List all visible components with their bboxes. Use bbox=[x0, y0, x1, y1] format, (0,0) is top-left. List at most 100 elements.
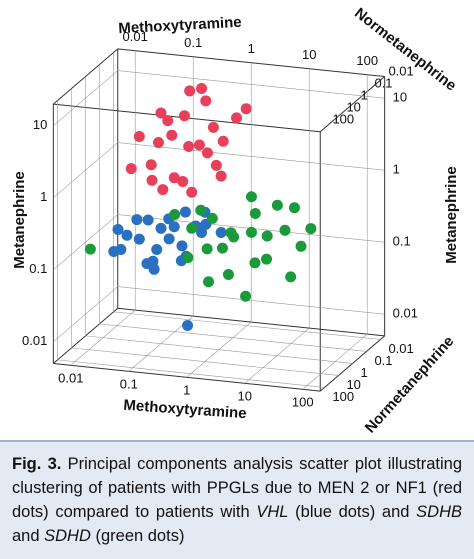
x-tick-label: 10 bbox=[302, 47, 316, 62]
point bbox=[176, 240, 188, 252]
point bbox=[216, 242, 228, 254]
y-axis-title: Metanephrine bbox=[443, 166, 460, 264]
z-tick-label: 0.01 bbox=[388, 64, 413, 79]
point bbox=[178, 110, 190, 122]
point bbox=[148, 263, 160, 275]
point bbox=[217, 135, 229, 147]
point bbox=[146, 174, 158, 186]
x-axis-title: Methoxytyramine bbox=[123, 397, 247, 423]
point bbox=[184, 85, 196, 97]
point bbox=[245, 191, 257, 203]
point bbox=[249, 207, 261, 219]
z-tick-label: 1 bbox=[360, 365, 367, 380]
point bbox=[179, 206, 191, 218]
point bbox=[162, 115, 174, 127]
caption: Fig. 3. Principal components analysis sc… bbox=[0, 440, 474, 559]
point bbox=[121, 229, 133, 241]
point bbox=[168, 172, 180, 184]
point bbox=[133, 233, 145, 245]
caption-text: and bbox=[12, 527, 45, 545]
z-tick-label: 0.1 bbox=[374, 76, 392, 91]
point bbox=[168, 221, 180, 233]
z-tick-label: 10 bbox=[346, 377, 360, 392]
point bbox=[245, 226, 257, 238]
z-tick-label: 100 bbox=[332, 112, 354, 127]
point bbox=[201, 243, 213, 255]
point bbox=[186, 222, 198, 234]
z-tick-label: 0.1 bbox=[374, 353, 392, 368]
point bbox=[222, 268, 234, 280]
z-tick-label: 0.01 bbox=[388, 341, 413, 356]
caption-label: Fig. 3. bbox=[12, 455, 62, 473]
point bbox=[240, 103, 252, 115]
y-tick-label: 1 bbox=[40, 189, 47, 204]
box-edge bbox=[117, 48, 385, 78]
x-tick-label: 100 bbox=[356, 53, 378, 68]
x-axis-title: Methoxytyramine bbox=[118, 14, 242, 37]
point bbox=[157, 184, 169, 196]
point bbox=[182, 320, 194, 332]
x-tick-label: 0.01 bbox=[123, 29, 148, 44]
x-tick-label: 0.1 bbox=[184, 35, 202, 50]
point bbox=[231, 112, 243, 124]
point bbox=[182, 252, 194, 264]
y-tick-label: 1 bbox=[393, 162, 400, 177]
point bbox=[295, 240, 307, 252]
point bbox=[125, 163, 137, 175]
chart: 0.010.010.10.11110101001000.010.010.10.1… bbox=[11, 5, 460, 437]
point bbox=[183, 141, 195, 153]
point bbox=[155, 222, 167, 234]
caption-text: (green dots) bbox=[90, 527, 185, 545]
point bbox=[249, 257, 261, 269]
point bbox=[215, 226, 227, 238]
point bbox=[131, 214, 143, 226]
point bbox=[186, 186, 198, 198]
x-tick-label: 1 bbox=[183, 383, 190, 398]
z-tick-label: 10 bbox=[346, 100, 360, 115]
x-tick-label: 0.01 bbox=[58, 371, 83, 386]
point bbox=[261, 230, 273, 242]
grid-line bbox=[117, 70, 385, 99]
point bbox=[285, 271, 297, 283]
point bbox=[215, 170, 227, 182]
grid-line bbox=[117, 286, 385, 315]
point bbox=[193, 139, 205, 151]
caption-text: SDHD bbox=[44, 527, 91, 545]
y-tick-label: 10 bbox=[33, 117, 47, 132]
point bbox=[200, 95, 212, 107]
point bbox=[271, 199, 283, 211]
point bbox=[163, 233, 175, 245]
x-tick-label: 100 bbox=[292, 395, 314, 410]
point bbox=[240, 290, 252, 302]
point bbox=[288, 202, 300, 214]
point bbox=[305, 223, 317, 235]
point bbox=[196, 83, 208, 95]
z-tick-label: 100 bbox=[332, 389, 354, 404]
grid-line bbox=[113, 311, 381, 340]
point bbox=[203, 276, 215, 288]
grid-line bbox=[99, 323, 367, 352]
x-tick-label: 0.1 bbox=[120, 377, 138, 392]
point bbox=[210, 159, 222, 171]
x-tick-label: 1 bbox=[248, 41, 255, 56]
y-tick-label: 10 bbox=[393, 90, 407, 105]
z-tick-label: 1 bbox=[360, 88, 367, 103]
point bbox=[84, 243, 96, 255]
point bbox=[207, 121, 219, 133]
point bbox=[166, 129, 178, 141]
y-tick-label: 0.1 bbox=[393, 234, 411, 249]
point bbox=[177, 175, 189, 187]
point bbox=[145, 159, 157, 171]
caption-text: VHL bbox=[256, 503, 289, 521]
point bbox=[279, 224, 291, 236]
point bbox=[115, 244, 127, 256]
y-tick-label: 0.1 bbox=[29, 261, 47, 276]
grid-line bbox=[85, 335, 353, 364]
caption-text: (blue dots) and bbox=[288, 503, 417, 521]
point bbox=[225, 227, 237, 239]
y-tick-label: 0.01 bbox=[393, 306, 418, 321]
point bbox=[152, 137, 164, 149]
point bbox=[142, 214, 154, 226]
point bbox=[133, 130, 145, 142]
